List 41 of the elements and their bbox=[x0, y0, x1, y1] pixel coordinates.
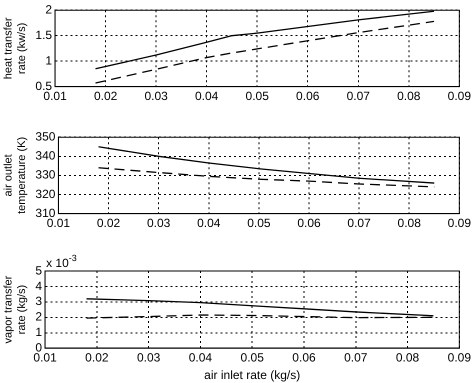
y-tick-label: 4 bbox=[35, 278, 42, 293]
x-tick-label: 0.06 bbox=[296, 89, 320, 104]
y-tick-label: 1 bbox=[35, 325, 42, 340]
x-tick-label: 0.07 bbox=[344, 350, 368, 365]
x-tick-label: 0.09 bbox=[448, 89, 472, 104]
x-tick-label: 0.04 bbox=[194, 89, 219, 104]
x-tick-label: 0.08 bbox=[396, 350, 420, 365]
y-axis-title: air outlet temperature (K) bbox=[2, 136, 28, 214]
y-tick-label: 3 bbox=[35, 294, 42, 308]
y-tick-label: 350 bbox=[35, 130, 56, 144]
x-tick-label: 0.02 bbox=[94, 89, 118, 104]
x-tick-label: 0.07 bbox=[347, 216, 372, 230]
x-tick-label: 0.03 bbox=[136, 350, 161, 365]
x-tick-label: 0.08 bbox=[398, 216, 422, 230]
y-axis-title: vapor transfer rate (kg/s) bbox=[2, 275, 28, 344]
y-axis-title: heat transfer rate (kw/s) bbox=[2, 17, 28, 80]
y-tick-label: 5 bbox=[35, 263, 42, 278]
x-tick-label: 0.01 bbox=[33, 350, 58, 365]
y-tick-label: 1.5 bbox=[35, 28, 52, 42]
x-tick-label: 0.04 bbox=[197, 216, 221, 230]
x-tick-label: 0.04 bbox=[188, 350, 212, 365]
y-tick-label: 320 bbox=[35, 186, 56, 201]
y-tick-label: 2 bbox=[35, 310, 42, 324]
x-tick-label: 0.02 bbox=[96, 216, 121, 230]
y-tick-label: 330 bbox=[35, 168, 56, 182]
y-tick-label: 1 bbox=[45, 53, 52, 68]
x-tick-label: 0.08 bbox=[397, 89, 421, 104]
x-tick-label: 0.06 bbox=[297, 216, 321, 230]
x-tick-label: 0.03 bbox=[144, 89, 168, 104]
y-tick-label: 340 bbox=[35, 148, 56, 163]
x-tick-label: 0.07 bbox=[346, 89, 370, 104]
x-tick-label: 0.05 bbox=[240, 350, 264, 365]
x-tick-label: 0.09 bbox=[448, 350, 472, 365]
x-tick-label: 0.02 bbox=[85, 350, 109, 365]
x-tick-label: 0.09 bbox=[448, 216, 472, 230]
y-tick-label: 2 bbox=[45, 2, 52, 17]
x-tick-label: 0.05 bbox=[247, 216, 271, 230]
x-tick-label: 0.03 bbox=[146, 216, 171, 230]
x-tick-label: 0.06 bbox=[292, 350, 316, 365]
x-tick-label: 0.05 bbox=[246, 89, 270, 104]
x-axis-title: air inlet rate (kg/s) bbox=[204, 368, 300, 382]
